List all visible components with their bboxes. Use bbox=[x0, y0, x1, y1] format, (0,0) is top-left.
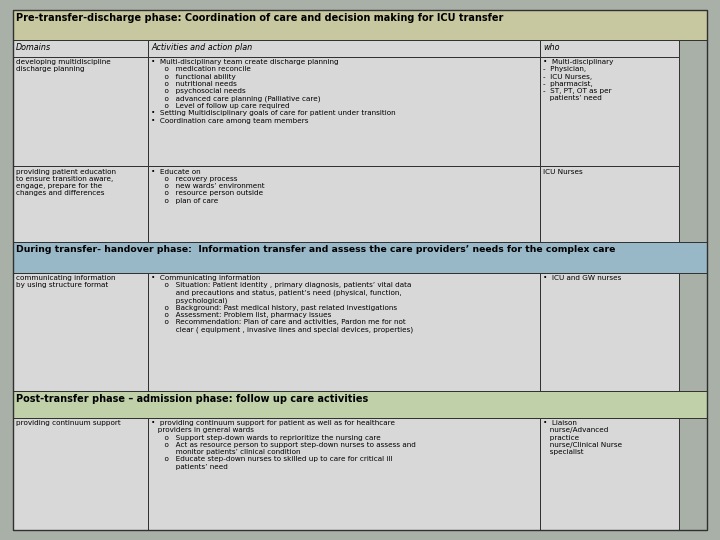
Text: •  Educate on
      o   recovery process
      o   new wards’ environment
      : • Educate on o recovery process o new wa… bbox=[151, 168, 265, 204]
Bar bbox=[541, 40, 679, 57]
Text: developing multidiscipline
discharge planning: developing multidiscipline discharge pla… bbox=[16, 59, 111, 72]
Text: Post-transfer phase – admission phase: follow up care activities: Post-transfer phase – admission phase: f… bbox=[16, 394, 368, 404]
Bar bbox=[13, 242, 707, 273]
Text: ICU Nurses: ICU Nurses bbox=[544, 168, 583, 174]
Bar bbox=[541, 273, 679, 390]
Bar bbox=[148, 40, 541, 57]
Text: Domains: Domains bbox=[16, 43, 51, 51]
Bar bbox=[13, 40, 148, 57]
Bar bbox=[13, 10, 707, 40]
Text: •  Communicating information
      o   Situation: Patient identity , primary dia: • Communicating information o Situation:… bbox=[151, 275, 413, 333]
Bar bbox=[148, 418, 541, 530]
Bar bbox=[13, 390, 707, 418]
Text: who: who bbox=[544, 43, 560, 51]
Text: During transfer- handover phase:  Information transfer and assess the care provi: During transfer- handover phase: Informa… bbox=[16, 245, 615, 254]
Text: •  Multi-disciplinary team create discharge planning
      o   medication reconc: • Multi-disciplinary team create dischar… bbox=[151, 59, 396, 124]
Bar bbox=[13, 166, 148, 242]
Bar bbox=[541, 418, 679, 530]
Bar bbox=[13, 57, 148, 166]
Bar bbox=[148, 57, 541, 166]
Bar bbox=[541, 166, 679, 242]
Bar bbox=[148, 273, 541, 390]
Bar bbox=[13, 273, 148, 390]
Text: •  providing continuum support for patient as well as for healthcare
   provider: • providing continuum support for patien… bbox=[151, 420, 416, 470]
Text: Pre-transfer-discharge phase: Coordination of care and decision making for ICU t: Pre-transfer-discharge phase: Coordinati… bbox=[16, 13, 503, 23]
Text: •  ICU and GW nurses: • ICU and GW nurses bbox=[544, 275, 621, 281]
Bar bbox=[148, 166, 541, 242]
Text: communicating information
by using structure format: communicating information by using struc… bbox=[16, 275, 115, 288]
Bar bbox=[13, 418, 148, 530]
Text: Activities and action plan: Activities and action plan bbox=[151, 43, 253, 51]
Text: •  Liaison
   nurse/Advanced
   practice
   nurse/Clinical Nurse
   specialist: • Liaison nurse/Advanced practice nurse/… bbox=[544, 420, 623, 455]
Text: providing patient education
to ensure transition aware,
engage, prepare for the
: providing patient education to ensure tr… bbox=[16, 168, 116, 197]
Text: providing continuum support: providing continuum support bbox=[16, 420, 120, 426]
Bar bbox=[541, 57, 679, 166]
Text: •  Multi-disciplinary
-  Physician,
-  ICU Nurses,
-  pharmacist,
-  ST, PT, OT : • Multi-disciplinary - Physician, - ICU … bbox=[544, 59, 613, 102]
